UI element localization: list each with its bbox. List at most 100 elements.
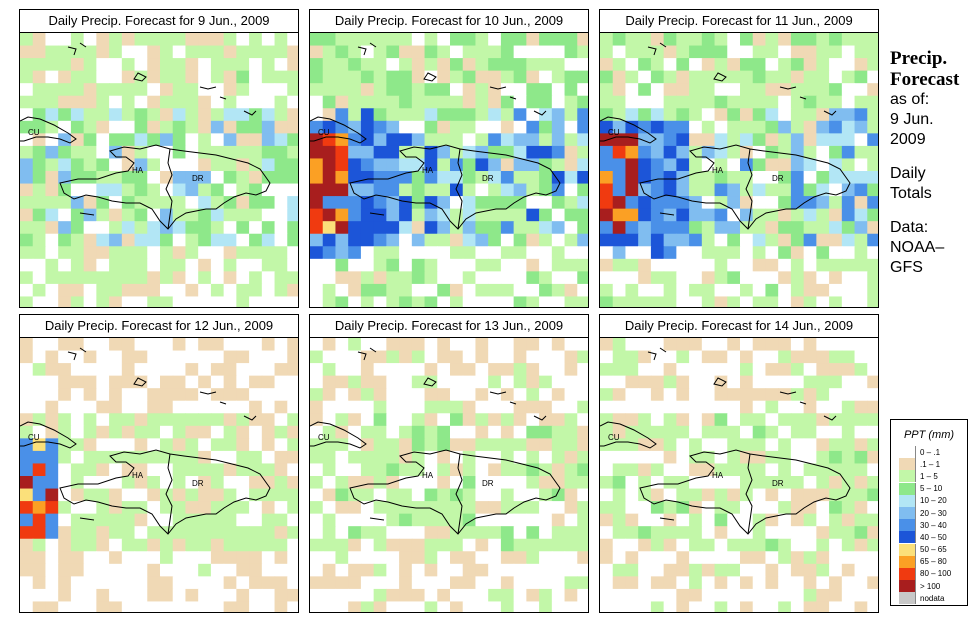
precip-cell [539, 588, 553, 603]
precip-cell [612, 183, 627, 197]
precip-cell [236, 95, 250, 109]
precip-cell [841, 233, 856, 247]
precip-cell [223, 551, 237, 565]
precip-cell [335, 158, 349, 172]
precip-cell [752, 450, 767, 465]
precip-cell [841, 145, 856, 160]
precip-cell [539, 538, 553, 552]
precip-cell [765, 196, 779, 210]
precip-cell [32, 601, 47, 612]
precip-cell [121, 120, 136, 134]
precip-cell [121, 438, 136, 452]
precip-cell [424, 283, 438, 298]
precip-cell [551, 463, 566, 477]
precip-cell [714, 283, 728, 298]
precip-cell [223, 350, 237, 364]
precip-cell [261, 271, 276, 285]
precip-cell [577, 108, 588, 122]
precip-cell [96, 375, 110, 389]
precip-cell [564, 283, 578, 298]
precip-cell [526, 133, 540, 147]
precip-cell [816, 258, 830, 272]
side-title-1: Precip. [890, 48, 948, 69]
precip-cell [424, 350, 438, 364]
precip-cell [160, 120, 174, 134]
precip-cell [261, 363, 276, 377]
precip-cell [867, 196, 878, 210]
precip-cell [778, 513, 792, 527]
precip-cell [58, 120, 72, 134]
precip-cell [335, 338, 349, 352]
precip-cell [399, 588, 413, 603]
precip-cell [236, 33, 250, 47]
precip-cell [236, 283, 250, 298]
precip-cell [790, 120, 805, 134]
precip-cell [210, 208, 225, 222]
coastline [659, 517, 675, 521]
precip-cell [373, 171, 387, 185]
coastline [647, 46, 657, 56]
precip-cell [223, 576, 237, 590]
precip-cell [147, 221, 161, 235]
precip-cell [373, 526, 387, 540]
precip-cell [450, 70, 464, 84]
coastline [357, 351, 367, 361]
precip-cell [223, 45, 237, 59]
precip-cell [70, 258, 85, 272]
precip-cell [841, 208, 856, 222]
precip-cell [625, 501, 639, 515]
precip-cell [348, 221, 362, 235]
precip-cell [663, 95, 677, 109]
as-of-label: as of: [890, 91, 930, 108]
precip-cell [500, 551, 515, 565]
precip-cell [20, 513, 34, 527]
precip-cell [500, 33, 515, 47]
precip-cell [399, 488, 413, 502]
precip-cell [134, 120, 148, 134]
precip-cell [676, 221, 690, 235]
precip-cell [551, 338, 566, 352]
precip-cell [539, 501, 553, 515]
precip-cell [551, 513, 566, 527]
precip-cell [526, 70, 540, 84]
precip-cell [310, 538, 324, 552]
precip-cell [564, 375, 578, 389]
precip-cell [411, 576, 426, 590]
precip-cell [210, 183, 225, 197]
precip-cell [373, 246, 387, 260]
precip-cell [185, 513, 199, 527]
precip-cell [513, 488, 527, 502]
precip-cell [638, 501, 652, 515]
precip-cell [475, 501, 489, 515]
precip-cell [210, 108, 225, 122]
precip-cell [526, 338, 540, 352]
precip-cell [20, 488, 34, 502]
precip-cell [134, 33, 148, 47]
precip-cell [676, 438, 690, 452]
precip-cell [83, 476, 97, 490]
precip-cell [488, 576, 502, 590]
precip-cell [373, 538, 387, 552]
precip-cell [70, 183, 85, 197]
precip-cell [701, 375, 716, 389]
precip-cell [249, 350, 263, 364]
coastline [369, 212, 385, 216]
precip-cell [399, 45, 413, 59]
precip-cell [752, 283, 767, 298]
precip-cell [752, 133, 767, 147]
precip-cell [386, 425, 400, 439]
precip-cell [500, 338, 515, 352]
precip-cell [625, 551, 639, 565]
precip-cell [437, 133, 451, 147]
country-label-dominican_republic: DR [482, 174, 494, 183]
precip-cell [714, 463, 728, 477]
precip-cell [172, 413, 187, 427]
precip-cell [96, 363, 110, 377]
precip-cell [577, 488, 588, 502]
precip-cell [261, 171, 276, 185]
precip-cell [310, 283, 324, 298]
precip-cell [411, 33, 426, 47]
precip-cell [310, 296, 324, 307]
precip-cell [236, 400, 250, 414]
precip-cell [841, 158, 856, 172]
